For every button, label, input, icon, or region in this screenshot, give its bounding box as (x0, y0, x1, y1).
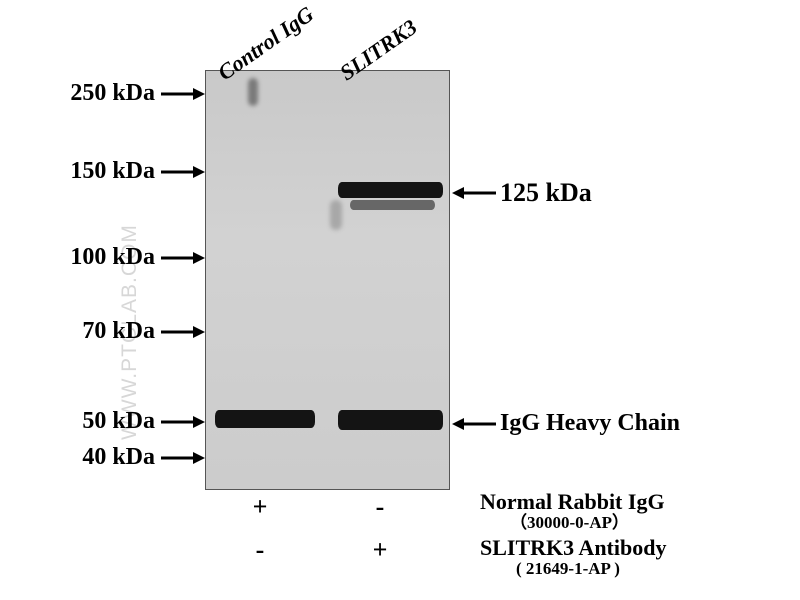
ladder-250: 250 kDa (0, 80, 205, 107)
arrow-right-icon (161, 165, 205, 179)
film-smudge (248, 78, 258, 106)
reagent-slitrk3-ab: SLITRK3 Antibody ( 21649-1-AP ) (480, 536, 666, 579)
reagent-name: Normal Rabbit IgG (480, 489, 665, 514)
arrow-right-icon (161, 251, 205, 265)
annotation-heavy-chain: IgG Heavy Chain (452, 410, 680, 437)
ladder-50: 50 kDa (0, 408, 205, 435)
arrow-right-icon (161, 325, 205, 339)
ladder-label: 70 kDa (82, 318, 161, 345)
arrow-right-icon (161, 87, 205, 101)
ladder-label: 250 kDa (70, 80, 161, 107)
ladder-40: 40 kDa (0, 444, 205, 471)
pm-control-row2: - (248, 535, 272, 565)
film-smudge (330, 200, 342, 230)
annotation-label: IgG Heavy Chain (496, 410, 680, 437)
arrow-right-icon (161, 415, 205, 429)
band-target-125kda (338, 182, 443, 198)
annotation-125kda: 125 kDa (452, 178, 592, 208)
pm-control-row1: + (248, 492, 272, 522)
reagent-name: SLITRK3 Antibody (480, 535, 666, 560)
ladder-label: 150 kDa (70, 158, 161, 185)
band-target-heavy-chain (338, 410, 443, 430)
reagent-normal-igg: Normal Rabbit IgG （30000-0-AP） (480, 490, 665, 533)
ladder-70: 70 kDa (0, 318, 205, 345)
reagent-catalog: （30000-0-AP） (480, 514, 665, 533)
annotation-label: 125 kDa (496, 178, 592, 208)
band-control-heavy-chain (215, 410, 315, 428)
ladder-100: 100 kDa (0, 244, 205, 271)
reagent-catalog: ( 21649-1-AP ) (480, 560, 666, 579)
arrow-right-icon (161, 451, 205, 465)
band-target-125kda-shadow (350, 200, 435, 210)
pm-target-row2: + (368, 535, 392, 565)
western-blot-figure: WWW.PTGLAB.COM Control IgG SLITRK3 250 k… (0, 0, 800, 600)
ladder-label: 100 kDa (70, 244, 161, 271)
ladder-label: 50 kDa (82, 408, 161, 435)
ladder-label: 40 kDa (82, 444, 161, 471)
ladder-150: 150 kDa (0, 158, 205, 185)
arrow-left-icon (452, 417, 496, 431)
pm-target-row1: - (368, 492, 392, 522)
arrow-left-icon (452, 186, 496, 200)
